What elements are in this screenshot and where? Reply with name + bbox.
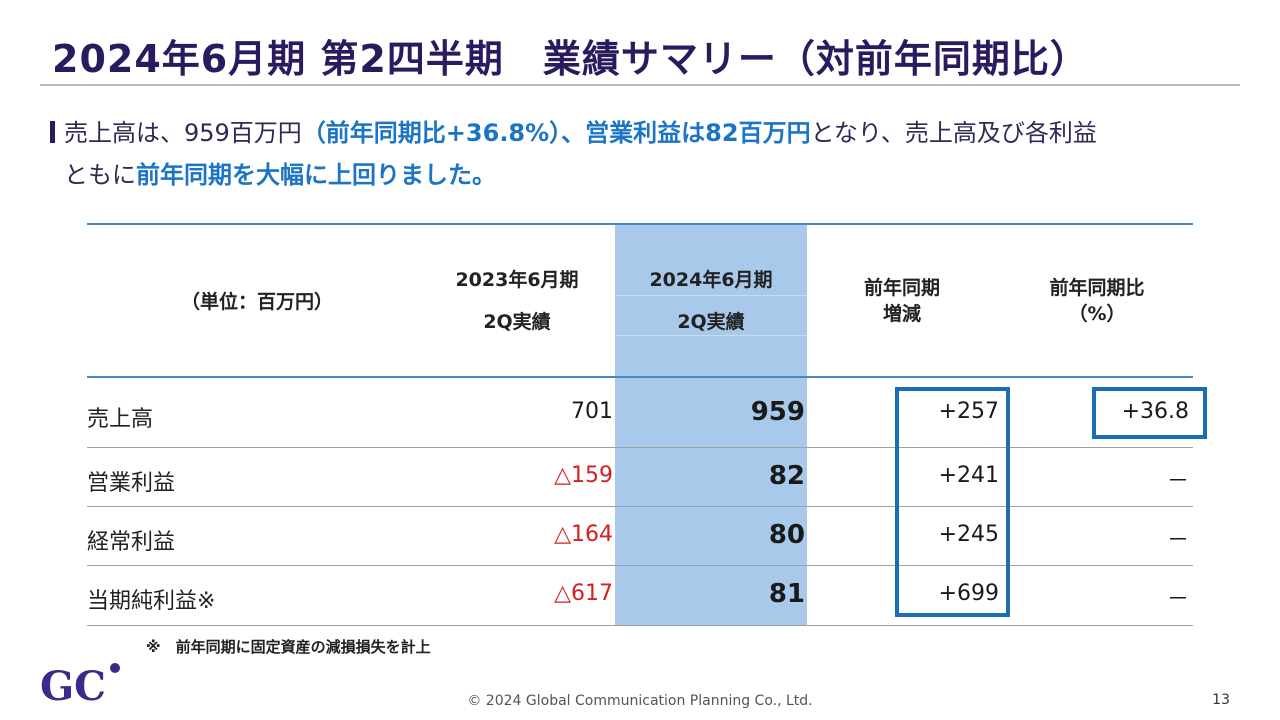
current-period-column-highlight [615, 223, 807, 626]
company-logo: GC [40, 663, 120, 710]
ordinary-profit-ratio: － [1166, 528, 1189, 553]
row-divider [87, 506, 1193, 507]
logo-dot [110, 663, 120, 673]
row-label-sales: 売上高 [87, 407, 154, 432]
table-top-rule [87, 223, 1193, 225]
operating-profit-prev: △159 [554, 463, 613, 488]
ratio-emphasis-box [1092, 387, 1207, 439]
summary-part-3: となり、売上高及び各利益 [810, 119, 1097, 147]
sales-ratio: +36.8 [1121, 399, 1189, 424]
results-table: （単位：百万円） 2023年6月期 2Q実績 2024年6月期 2Q実績 前年同… [87, 223, 1207, 626]
net-income-ratio: － [1166, 587, 1189, 612]
column-highlight-divider [615, 335, 807, 336]
header-prev-2q: 2Q実績 [483, 311, 551, 333]
bullet-marker [50, 121, 55, 143]
title-divider [40, 84, 1240, 86]
summary-text: 売上高は、959百万円（前年同期比+36.8%）、営業利益は82百万円となり、売… [64, 112, 1224, 196]
row-label-net-income: 当期純利益※ [87, 589, 216, 614]
header-ratio-line2: （%） [1068, 303, 1126, 325]
page-title: 2024年6月期 第2四半期 業績サマリー（対前年同期比） [52, 37, 1089, 81]
operating-profit-ratio: － [1166, 469, 1189, 494]
net-income-curr: 81 [768, 579, 805, 609]
table-header-rule [87, 376, 1193, 378]
header-ratio-line1: 前年同期比 [1049, 277, 1145, 299]
sales-diff: +257 [938, 399, 999, 424]
net-income-prev: △617 [554, 581, 613, 606]
copyright: © 2024 Global Communication Planning Co.… [467, 693, 813, 709]
column-highlight-divider [615, 295, 807, 296]
header-diff-line2: 増減 [882, 303, 921, 325]
page-number: 13 [1212, 692, 1230, 708]
row-divider [87, 565, 1193, 566]
header-diff-line1: 前年同期 [863, 277, 940, 299]
row-label-ordinary-profit: 経常利益 [87, 530, 176, 555]
ordinary-profit-curr: 80 [768, 520, 805, 550]
row-label-operating-profit: 営業利益 [87, 471, 176, 496]
operating-profit-curr: 82 [768, 461, 805, 491]
operating-profit-diff: +241 [938, 463, 999, 488]
summary-part-1: 売上高は、959百万円 [64, 119, 302, 147]
summary-highlight-1: （前年同期比+36.8%）、営業利益は82百万円 [301, 119, 811, 147]
footnote: ※ 前年同期に固定資産の減損損失を計上 [146, 638, 431, 656]
logo-text: GC [40, 663, 106, 710]
sales-curr: 959 [750, 397, 805, 427]
diff-emphasis-box [895, 387, 1010, 617]
ordinary-profit-diff: +245 [938, 522, 999, 547]
row-divider [87, 447, 1193, 448]
header-curr-2q: 2Q実績 [677, 311, 745, 333]
unit-label: （単位：百万円） [180, 291, 333, 313]
header-prev-year: 2023年6月期 [455, 269, 579, 291]
ordinary-profit-prev: △164 [554, 522, 613, 547]
summary-part-4: ともに [64, 161, 136, 189]
table-bottom-rule [87, 625, 1193, 626]
sales-prev: 701 [571, 399, 613, 424]
header-curr-year: 2024年6月期 [649, 269, 773, 291]
net-income-diff: +699 [938, 581, 999, 606]
summary-highlight-2: 前年同期を大幅に上回りました。 [136, 161, 496, 189]
